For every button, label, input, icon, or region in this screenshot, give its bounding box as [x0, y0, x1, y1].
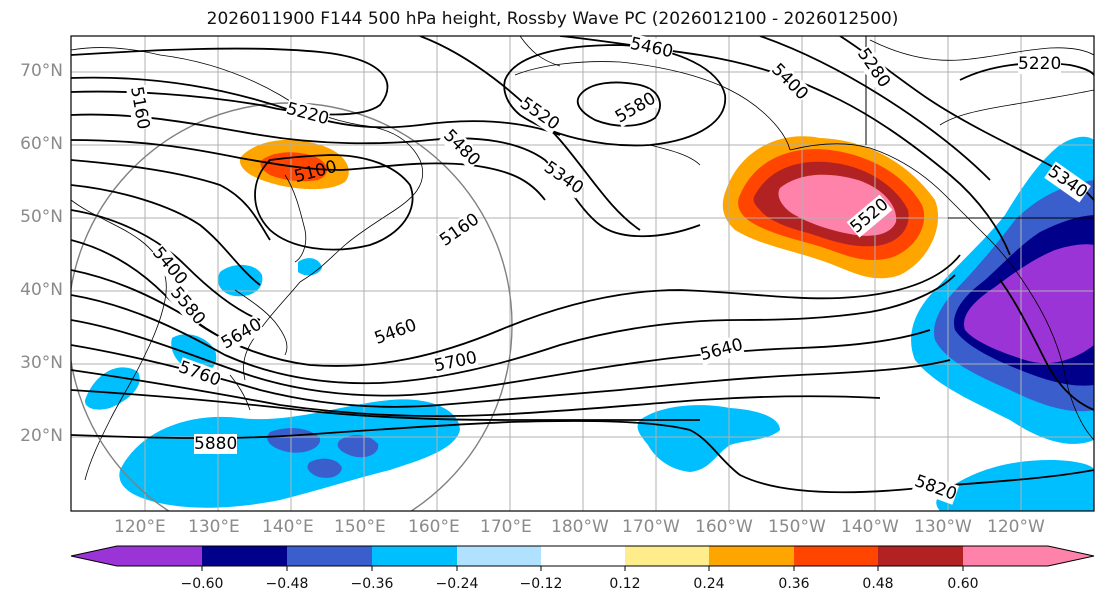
colorbar — [70, 545, 1095, 571]
map-border — [70, 35, 1095, 512]
contour-label: 5580 — [611, 88, 660, 128]
lon-label: 150°E — [334, 517, 386, 537]
coastlines — [71, 36, 1094, 481]
lon-label: 120°W — [987, 517, 1045, 537]
contour-label: 5460 — [371, 315, 420, 349]
contour-label: 5880 — [194, 434, 238, 454]
contour-label: 5400 — [148, 243, 192, 289]
contour-label: 5400 — [767, 59, 813, 105]
colorbar-tick-label: 0.48 — [862, 576, 894, 592]
colorbar-tick-label: 0.60 — [947, 576, 979, 592]
lon-label: 170°E — [480, 517, 532, 537]
lat-label-30n: 30°N — [20, 353, 63, 373]
colorbar-tick-label: −0.12 — [519, 576, 563, 592]
colorbar-tick-label: 0.12 — [609, 576, 641, 592]
colorbar-tick-label: −0.24 — [435, 576, 479, 592]
lon-label: 150°W — [768, 517, 826, 537]
lon-label: 120°E — [114, 517, 166, 537]
contour-label: 5640 — [217, 314, 266, 354]
contour-label: 5480 — [439, 125, 485, 171]
contour-label: 5220 — [1018, 54, 1062, 74]
contour-label: 5160 — [436, 209, 484, 251]
contour-label: 5280 — [853, 44, 895, 92]
contour-label: 5520 — [846, 194, 893, 238]
lat-label-40n: 40°N — [20, 280, 63, 300]
contour-label: 5100 — [292, 156, 340, 188]
colorbar-tick-label: 0.24 — [693, 576, 725, 592]
contour-label: 5160 — [126, 84, 154, 132]
colorbar-tick-label: 0.36 — [778, 576, 810, 592]
lon-label: 160°E — [408, 517, 460, 537]
lon-label: 180°W — [551, 517, 609, 537]
lon-label: 140°W — [841, 517, 899, 537]
lat-label-20n: 20°N — [20, 426, 63, 446]
lon-label: 130°E — [188, 517, 240, 537]
map-title: 2026011900 F144 500 hPa height, Rossby W… — [206, 9, 899, 29]
colorbar-tick-label: −0.36 — [350, 576, 394, 592]
lat-label-60n: 60°N — [20, 134, 63, 154]
lat-label-50n: 50°N — [20, 207, 63, 227]
contour-label: 5820 — [911, 471, 960, 505]
graticule — [71, 36, 1094, 511]
contour-label: 5640 — [698, 334, 746, 366]
contour-label: 5340 — [1044, 161, 1092, 203]
lon-label: 140°E — [262, 517, 314, 537]
contour-label: 5340 — [540, 157, 588, 199]
contour-label: 5460 — [628, 33, 675, 63]
contour-label: 5220 — [284, 98, 332, 130]
colorbar-tick-label: −0.60 — [180, 576, 224, 592]
lon-label: 160°W — [695, 517, 753, 537]
lon-label: 170°W — [622, 517, 680, 537]
contour-label: 5700 — [432, 347, 479, 377]
contour-label: 5580 — [166, 283, 210, 329]
lat-label-70n: 70°N — [20, 61, 63, 81]
contour-label: 5520 — [516, 93, 564, 135]
colorbar-tick-label: −0.48 — [265, 576, 309, 592]
contour-label: 5760 — [175, 357, 224, 391]
lon-label: 130°W — [914, 517, 972, 537]
